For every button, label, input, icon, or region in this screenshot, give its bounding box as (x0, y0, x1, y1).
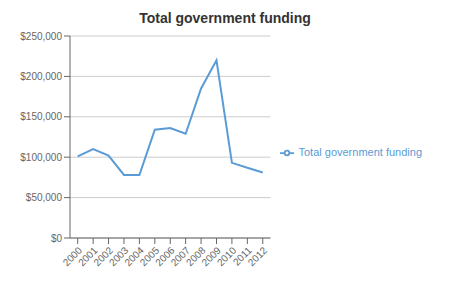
svg-text:$250,000: $250,000 (20, 31, 62, 42)
svg-text:2001: 2001 (76, 244, 100, 269)
svg-text:2004: 2004 (122, 244, 146, 269)
svg-text:2008: 2008 (184, 244, 208, 269)
svg-text:2012: 2012 (246, 244, 270, 268)
html-text:Total government funding: Total government funding (298, 146, 422, 158)
html-text:Total government funding: Total government funding (139, 10, 311, 26)
svg-text:$0: $0 (51, 233, 63, 244)
svg-text:2002: 2002 (91, 244, 115, 269)
svg-text:2009: 2009 (199, 244, 223, 269)
svg-text:$50,000: $50,000 (26, 192, 63, 203)
svg-text:2000: 2000 (60, 244, 85, 269)
svg-text:2003: 2003 (106, 244, 131, 269)
svg-text:$100,000: $100,000 (20, 152, 62, 163)
svg-text:2010: 2010 (214, 244, 239, 269)
svg-text:2005: 2005 (137, 244, 162, 269)
svg-text:$200,000: $200,000 (20, 71, 62, 82)
svg-text:$150,000: $150,000 (20, 111, 62, 122)
svg-text:2006: 2006 (153, 244, 177, 269)
svg-text:2007: 2007 (168, 244, 193, 269)
svg-text:2011: 2011 (230, 244, 254, 268)
